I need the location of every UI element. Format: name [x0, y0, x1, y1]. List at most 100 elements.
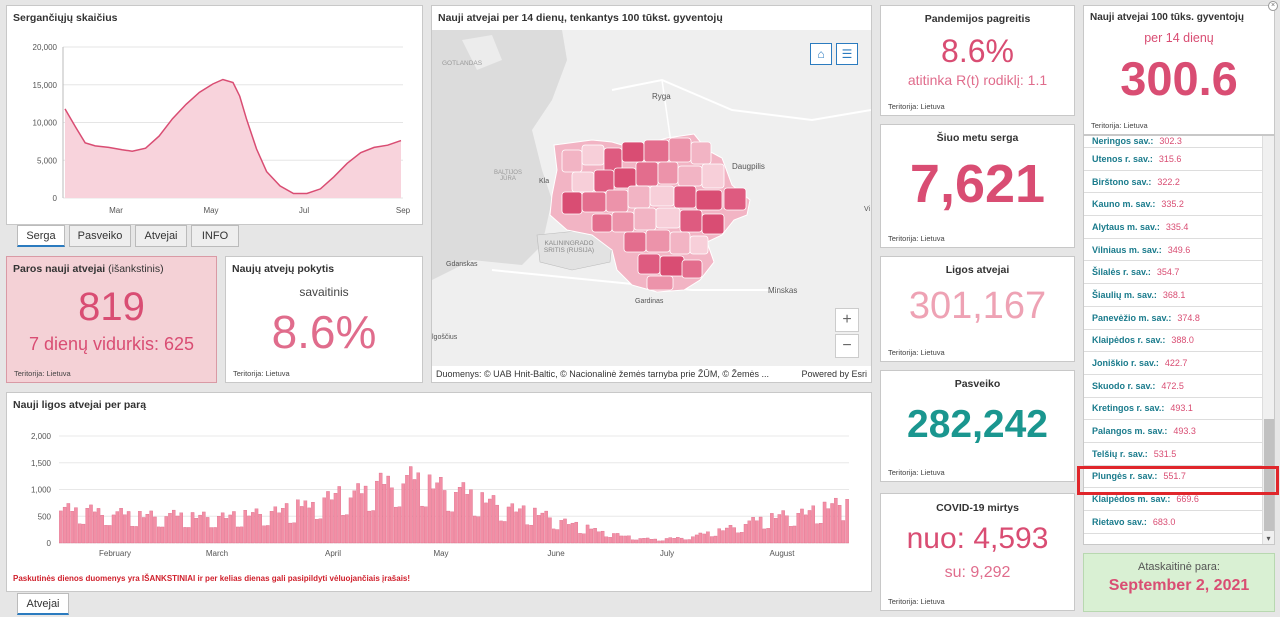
daily-bar [582, 533, 586, 544]
daily-bar [661, 540, 665, 544]
daily-bar [269, 511, 274, 544]
daily-bar [525, 524, 530, 544]
municipality-row[interactable]: Birštono sav.: 322.2 [1084, 170, 1262, 194]
daily-bar [758, 516, 763, 544]
municipality-name: Birštono sav.: [1092, 176, 1152, 187]
map-region [659, 255, 685, 277]
daily-bar [484, 502, 488, 544]
municipality-row[interactable]: Kretingos r. sav.: 493.1 [1084, 397, 1262, 421]
tab-atvejai-chart[interactable]: Atvejai [17, 593, 69, 615]
municipality-row[interactable]: Skuodo r. sav.: 472.5 [1084, 374, 1262, 398]
growth-value: 8.6% [941, 33, 1014, 69]
cases-panel: Ligos atvejai 301,167 Teritorija: Lietuv… [880, 256, 1075, 362]
daily-bar [439, 477, 443, 544]
map-region [679, 209, 703, 233]
y-tick-label: 15,000 [33, 81, 58, 90]
close-icon[interactable]: × [1268, 1, 1278, 11]
municipality-row[interactable]: Šilalės r. sav.: 354.7 [1084, 261, 1262, 285]
daily-bar [461, 482, 466, 544]
municipality-row[interactable]: Rietavo sav.: 683.0 [1084, 511, 1262, 534]
municipality-row[interactable]: Neringos sav.: 302.3 [1084, 136, 1262, 148]
daily-bar [141, 517, 146, 544]
daily-bar [412, 479, 417, 544]
daily-bar [318, 518, 323, 544]
daily-bar [386, 475, 390, 544]
map-attribution-text: Duomenys: © UAB Hnit-Baltic, © Nacionali… [436, 369, 769, 379]
legend-button[interactable]: ☰ [836, 43, 858, 65]
daily-bar [457, 487, 462, 544]
deaths-value: nuo: 4,593 [906, 522, 1049, 555]
sick-value: 7,621 [909, 154, 1046, 214]
daily-bar [77, 523, 82, 544]
map-region [611, 211, 635, 233]
municipality-row[interactable]: Klaipėdos r. sav.: 388.0 [1084, 329, 1262, 353]
daily-bar [326, 491, 330, 544]
tab-serga[interactable]: Serga [17, 225, 65, 247]
map-region [621, 141, 645, 163]
map-region [643, 139, 670, 163]
map-region [689, 235, 709, 255]
municipality-row[interactable]: Alytaus m. sav.: 335.4 [1084, 216, 1262, 239]
daily-cases-foot: Teritorija: Lietuva [14, 369, 71, 378]
map-region [655, 207, 681, 229]
month-label: March [206, 549, 228, 558]
tab-info[interactable]: INFO [191, 225, 239, 247]
daily-bar [299, 506, 304, 544]
municipality-row[interactable]: Plungės r. sav.: 551.7 [1084, 465, 1262, 489]
municipality-row[interactable]: Kauno m. sav.: 335.2 [1084, 193, 1262, 217]
daily-bar [375, 480, 379, 544]
municipality-value: 374.8 [1177, 312, 1200, 323]
daily-bar [311, 502, 315, 544]
daily-bar [164, 516, 168, 544]
daily-bar [397, 506, 402, 544]
municipality-row[interactable]: Šiaulių m. sav.: 368.1 [1084, 284, 1262, 307]
municipality-row[interactable]: Joniškio r. sav.: 422.7 [1084, 352, 1262, 375]
map-region [633, 207, 657, 231]
scrollbar-thumb[interactable] [1264, 419, 1274, 531]
daily-bar [608, 537, 612, 544]
sick-foot: Teritorija: Lietuva [888, 234, 945, 243]
municipality-row[interactable]: Palangos m. sav.: 493.3 [1084, 420, 1262, 443]
y-tick-label: 5,000 [37, 156, 58, 165]
daily-bar [341, 515, 345, 544]
daily-bar [130, 526, 135, 544]
map-canvas[interactable]: GOTLANDAS Ryga Daugpilis BALTIJOS JŪRA K… [432, 30, 871, 366]
daily-bar [623, 535, 627, 544]
municipality-row[interactable]: Utenos r. sav.: 315.6 [1084, 148, 1262, 171]
tab-atvejai[interactable]: Atvejai [135, 225, 187, 247]
daily-bar [179, 512, 183, 544]
daily-bar [209, 527, 214, 544]
daily-bar [713, 535, 718, 544]
daily-bar [465, 494, 469, 544]
daily-bar [405, 475, 409, 544]
daily-bar [243, 510, 247, 544]
sick-count-title: Sergančiųjų skaičius [13, 12, 118, 24]
daily-bar [74, 507, 78, 544]
daily-bar [367, 510, 372, 544]
home-button[interactable]: ⌂ [810, 43, 832, 65]
daily-bar [619, 535, 624, 544]
map-powered-by[interactable]: Powered by Esri [801, 369, 867, 379]
municipality-value: 302.3 [1159, 136, 1182, 146]
daily-bar [811, 505, 815, 544]
municipality-name: Utenos r. sav.: [1092, 153, 1153, 164]
daily-bar [119, 508, 123, 544]
map-region [723, 187, 747, 211]
zoom-out-button[interactable]: − [835, 334, 859, 358]
municipality-row[interactable]: Panevėžio m. sav.: 374.8 [1084, 306, 1262, 330]
municipality-list[interactable]: Neringos sav.: 302.3 Utenos r. sav.: 315.6 B… [1083, 135, 1275, 545]
municipality-row[interactable]: Telšių r. sav.: 531.5 [1084, 442, 1262, 466]
zoom-in-button[interactable]: + [835, 308, 859, 332]
daily-bar [81, 523, 86, 544]
daily-bar [356, 483, 360, 544]
daily-bar [153, 516, 157, 544]
municipality-row[interactable]: Vilniaus m. sav.: 349.6 [1084, 238, 1262, 262]
scroll-down-arrow[interactable]: ▾ [1266, 534, 1271, 543]
y-tick-label: 2,000 [31, 432, 52, 441]
daily-bar [518, 508, 522, 544]
scrollbar-track[interactable]: ▾ [1262, 136, 1274, 544]
daily-bar [115, 511, 120, 544]
daily-bar [303, 500, 308, 544]
municipality-name: Kauno m. sav.: [1092, 199, 1156, 210]
tab-pasveiko[interactable]: Pasveiko [69, 225, 131, 247]
